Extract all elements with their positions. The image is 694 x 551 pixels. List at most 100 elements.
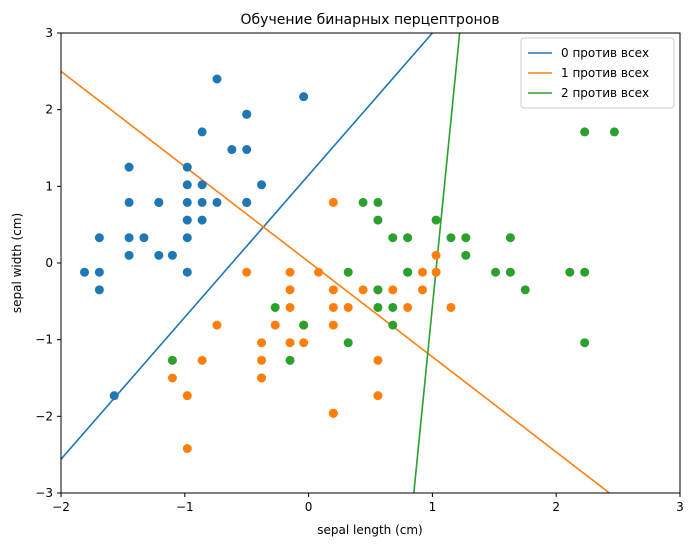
data-point-class-2 [388, 233, 398, 243]
data-point-class-0 [197, 180, 207, 190]
data-point-class-0 [257, 180, 267, 190]
x-axis-label: sepal length (cm) [317, 523, 422, 537]
data-point-class-1 [285, 267, 295, 277]
data-point-class-2 [373, 302, 383, 312]
data-point-class-0 [182, 180, 192, 190]
data-point-class-0 [182, 215, 192, 225]
data-point-class-1 [314, 267, 324, 277]
data-point-class-0 [242, 145, 252, 155]
data-point-class-1 [167, 373, 177, 383]
data-point-class-0 [94, 267, 104, 277]
legend-label: 1 против всех [561, 66, 649, 80]
data-point-class-0 [154, 250, 164, 260]
data-point-class-2 [343, 338, 353, 348]
data-point-class-2 [388, 320, 398, 330]
separator-line-5 [413, 33, 461, 493]
data-point-class-0 [182, 197, 192, 207]
x-tick-label: 0 [305, 500, 313, 514]
data-point-class-0 [139, 233, 149, 243]
data-point-class-1 [373, 355, 383, 365]
data-point-class-1 [242, 267, 252, 277]
data-point-class-1 [328, 285, 338, 295]
chart-title: Обучение бинарных перцептронов [241, 12, 500, 28]
legend: 0 против всех 1 против всех 2 против всех [520, 37, 675, 109]
data-point-class-2 [446, 233, 456, 243]
x-tick-label: 2 [552, 500, 560, 514]
data-point-class-0 [197, 127, 207, 137]
data-point-class-2 [373, 197, 383, 207]
data-point-class-2 [580, 338, 590, 348]
data-point-class-0 [197, 215, 207, 225]
data-point-class-1 [328, 320, 338, 330]
data-point-class-2 [270, 302, 280, 312]
data-point-class-1 [328, 408, 338, 418]
data-point-class-2 [461, 250, 471, 260]
data-point-class-1 [212, 320, 222, 330]
data-point-class-2 [520, 285, 530, 295]
data-point-class-2 [373, 285, 383, 295]
separator-line-3 [61, 33, 434, 460]
data-point-class-0 [80, 267, 90, 277]
data-point-class-0 [212, 74, 222, 84]
y-tick-label: −1 [35, 333, 53, 347]
legend-label: 2 против всех [561, 86, 649, 100]
data-point-class-0 [182, 233, 192, 243]
data-point-class-1 [328, 302, 338, 312]
data-point-class-1 [285, 338, 295, 348]
data-point-class-0 [167, 250, 177, 260]
data-point-class-2 [373, 215, 383, 225]
data-point-class-0 [124, 250, 134, 260]
data-point-class-1 [417, 267, 427, 277]
y-axis-label: sepal width (cm) [10, 213, 24, 313]
data-point-class-2 [505, 233, 515, 243]
data-point-class-0 [109, 391, 119, 401]
data-point-class-2 [580, 267, 590, 277]
y-tick-label: −2 [35, 409, 53, 423]
data-point-class-1 [431, 267, 441, 277]
data-point-class-1 [257, 373, 267, 383]
data-point-class-1 [197, 355, 207, 365]
data-point-class-1 [182, 391, 192, 401]
x-tick-label: 3 [676, 500, 684, 514]
data-point-class-1 [417, 285, 427, 295]
y-tick-label: 1 [45, 179, 53, 193]
data-point-class-1 [388, 285, 398, 295]
data-point-class-1 [285, 302, 295, 312]
data-point-class-0 [227, 145, 237, 155]
data-point-class-2 [167, 355, 177, 365]
data-point-class-2 [565, 267, 575, 277]
separator-line-4 [61, 70, 610, 493]
data-point-class-2 [403, 267, 413, 277]
y-tick-label: 2 [45, 103, 53, 117]
data-point-class-2 [285, 355, 295, 365]
data-point-class-0 [124, 162, 134, 172]
data-point-class-2 [343, 267, 353, 277]
x-tick-label: −1 [176, 500, 194, 514]
x-tick-label: −2 [52, 500, 70, 514]
data-point-class-1 [285, 285, 295, 295]
data-point-class-1 [328, 197, 338, 207]
data-point-class-1 [270, 320, 280, 330]
data-point-class-2 [609, 127, 619, 137]
y-tick-label: −3 [35, 486, 53, 500]
data-point-class-0 [124, 233, 134, 243]
data-point-class-0 [242, 109, 252, 119]
data-point-class-1 [403, 302, 413, 312]
data-point-class-1 [431, 250, 441, 260]
data-point-class-2 [580, 127, 590, 137]
data-point-class-1 [373, 391, 383, 401]
data-point-class-0 [197, 197, 207, 207]
y-tick-label: 3 [45, 26, 53, 40]
data-point-class-1 [358, 285, 368, 295]
y-tick-label: 0 [45, 256, 53, 270]
data-point-class-0 [182, 267, 192, 277]
data-point-class-0 [154, 197, 164, 207]
data-point-class-1 [343, 302, 353, 312]
data-point-class-2 [491, 267, 501, 277]
data-point-class-2 [461, 233, 471, 243]
data-point-class-2 [299, 320, 309, 330]
data-point-class-2 [358, 197, 368, 207]
data-point-class-2 [505, 267, 515, 277]
